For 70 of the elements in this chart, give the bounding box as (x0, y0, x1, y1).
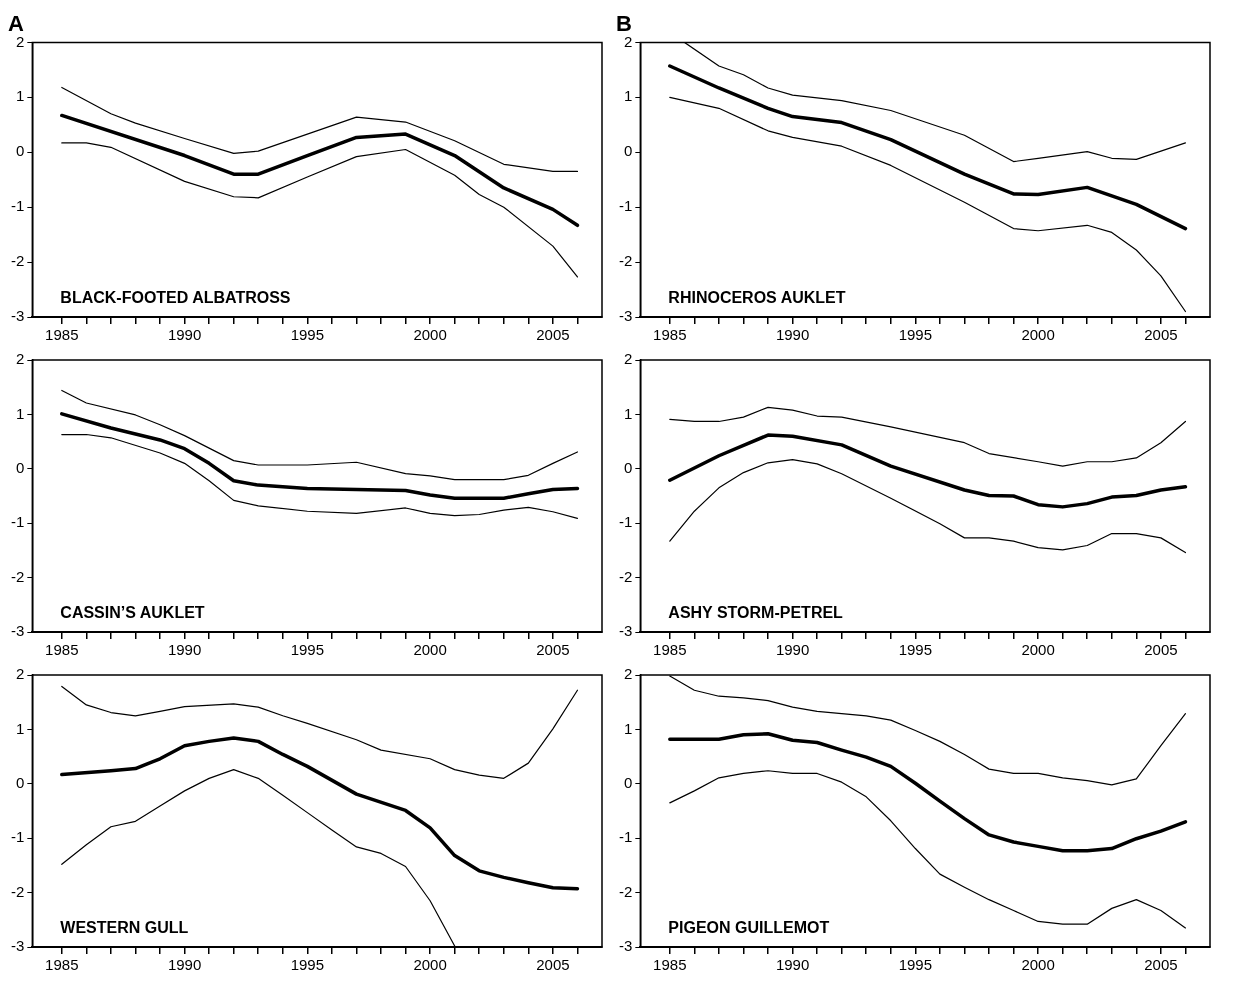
y-tick-label: -3 (618, 307, 633, 325)
y-tick-label: 1 (623, 719, 633, 737)
x-tick-label: 2000 (1021, 956, 1055, 974)
y-tick-label: -1 (618, 197, 633, 215)
y-tick-label: -2 (10, 882, 25, 900)
x-tick-label: 2000 (413, 326, 447, 344)
y-tick-label: -1 (10, 513, 25, 531)
y-tick-label: -3 (10, 622, 25, 640)
y-tick-label: -2 (618, 252, 633, 270)
y-tick-label: -3 (618, 622, 633, 640)
y-tick-label: 0 (15, 458, 25, 476)
x-tick-label: 2000 (1021, 326, 1055, 344)
x-tick-label: 2000 (413, 641, 447, 659)
y-tick-label: -1 (618, 828, 633, 846)
y-tick-label: -3 (618, 937, 633, 955)
x-tick-label: 1990 (775, 326, 810, 344)
y-tick-label: -3 (10, 937, 25, 955)
y-tick-label: 2 (623, 665, 633, 683)
x-tick-label: 1995 (290, 326, 325, 344)
x-tick-label: 1985 (653, 326, 687, 344)
x-tick-label: 1990 (775, 641, 810, 659)
y-tick-label: 1 (15, 87, 25, 105)
y-tick-label: 0 (15, 773, 25, 791)
x-tick-label: 2005 (536, 326, 570, 344)
y-tick-label: 0 (623, 458, 633, 476)
x-tick-label: 2000 (1021, 641, 1055, 659)
x-tick-label: 1990 (167, 641, 202, 659)
y-tick-label: 0 (623, 142, 633, 160)
x-tick-label: 2005 (536, 641, 570, 659)
y-tick-label: 2 (623, 350, 633, 368)
y-tick-label: -2 (10, 252, 25, 270)
x-tick-label: 2005 (1144, 641, 1178, 659)
y-tick-label: -1 (10, 197, 25, 215)
x-tick-label: 1995 (898, 956, 933, 974)
x-tick-label: 1990 (167, 956, 202, 974)
x-tick-label: 1985 (653, 956, 687, 974)
y-tick-label: 2 (15, 665, 25, 683)
annotation: RHINOCEROS AUKLET (668, 289, 846, 307)
y-tick-label: -2 (618, 567, 633, 585)
x-tick-label: 2005 (1144, 956, 1178, 974)
y-tick-label: -2 (618, 882, 633, 900)
y-tick-label: 1 (623, 404, 633, 422)
y-tick-label: 1 (15, 404, 25, 422)
y-tick-label: 2 (15, 350, 25, 368)
x-tick-label: 1985 (45, 326, 79, 344)
x-tick-label: 2005 (536, 956, 570, 974)
x-tick-label: 1995 (898, 641, 933, 659)
annotation: BLACK-FOOTED ALBATROSS (60, 289, 291, 307)
y-tick-label: 1 (623, 87, 633, 105)
annotation: CASSIN’S AUKLET (60, 604, 205, 622)
annotation: PIGEON GUILLEMOT (668, 919, 830, 937)
y-tick-label: 1 (15, 719, 25, 737)
x-tick-label: 1990 (167, 326, 202, 344)
y-tick-label: 0 (15, 142, 25, 160)
y-tick-label: 0 (623, 773, 633, 791)
y-tick-label: -3 (10, 307, 25, 325)
x-tick-label: 2005 (1144, 326, 1178, 344)
y-tick-label: -1 (618, 513, 633, 531)
x-tick-label: 1995 (290, 956, 325, 974)
x-tick-label: 1985 (45, 641, 79, 659)
x-tick-label: 1995 (898, 326, 933, 344)
y-tick-label: -1 (10, 828, 25, 846)
y-tick-label: -2 (10, 567, 25, 585)
x-tick-label: 1985 (45, 956, 79, 974)
x-tick-label: 1985 (653, 641, 687, 659)
x-tick-label: 1990 (775, 956, 810, 974)
annotation: ASHY STORM-PETREL (668, 604, 844, 622)
x-tick-label: 1995 (290, 641, 325, 659)
x-tick-label: 2000 (413, 956, 447, 974)
annotation: WESTERN GULL (60, 919, 189, 937)
